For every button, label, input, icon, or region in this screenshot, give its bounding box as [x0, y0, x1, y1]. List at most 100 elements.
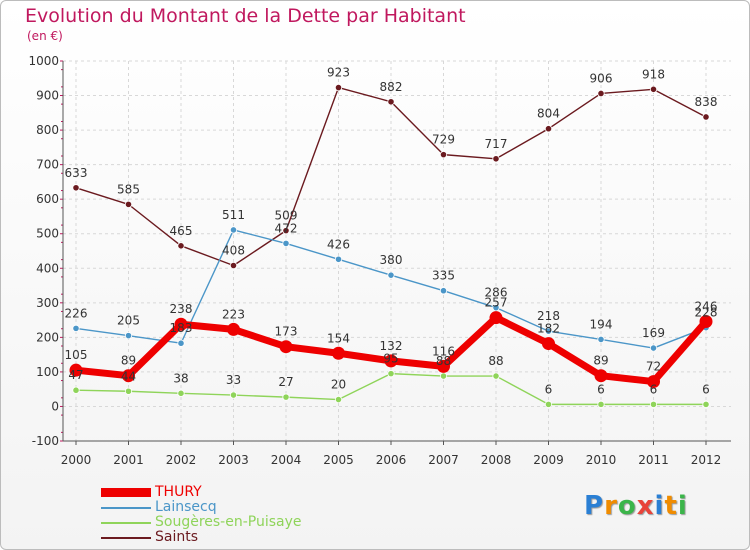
y-tick-label: 100: [36, 365, 59, 379]
legend-label: THURY: [155, 484, 202, 500]
data-label-saints: 906: [590, 71, 613, 85]
legend-label: Lainsecq: [155, 499, 217, 515]
data-label-soug-res-en-puisaye: 6: [597, 382, 605, 396]
y-tick-label: 400: [36, 261, 59, 275]
data-label-thury: 116: [432, 344, 455, 358]
data-point-thury: [647, 375, 660, 389]
data-label-saints: 509: [275, 209, 298, 223]
data-point-saints: [282, 227, 290, 235]
data-label-thury: 154: [327, 331, 350, 345]
data-label-soug-res-en-puisaye: 33: [226, 373, 241, 387]
data-label-soug-res-en-puisaye: 47: [68, 368, 83, 382]
data-point-thury: [279, 340, 293, 354]
data-label-saints: 633: [65, 166, 88, 180]
legend-swatch: [101, 522, 151, 524]
y-tick-label: 700: [36, 158, 59, 172]
data-point-soug-res-en-puisaye: [387, 370, 395, 378]
data-point-thury: [174, 317, 188, 331]
data-label-saints: 838: [695, 95, 718, 109]
data-point-thury: [122, 369, 135, 383]
data-label-saints: 804: [537, 107, 560, 121]
data-label-lainsecq: 169: [642, 326, 665, 340]
data-label-lainsecq: 194: [590, 317, 613, 331]
data-point-soug-res-en-puisaye: [492, 372, 500, 380]
x-tick-label: 2009: [533, 453, 564, 467]
data-point-thury: [542, 337, 555, 351]
data-point-soug-res-en-puisaye: [439, 372, 448, 380]
data-label-thury: 182: [537, 322, 560, 336]
y-tick-label: 300: [36, 296, 59, 310]
data-label-soug-res-en-puisaye: 95: [383, 352, 398, 366]
data-point-thury: [227, 322, 240, 336]
data-point-lainsecq: [334, 255, 343, 263]
y-tick-label: 1000: [28, 54, 59, 68]
data-label-saints: 918: [642, 67, 665, 81]
chart-title: Evolution du Montant de la Dette par Hab…: [25, 5, 466, 27]
data-point-saints: [439, 151, 448, 159]
data-point-saints: [72, 184, 80, 192]
legend-label: Sougères-en-Puisaye: [155, 514, 302, 530]
data-point-soug-res-en-puisaye: [229, 391, 238, 399]
data-point-thury: [489, 311, 503, 325]
data-point-saints: [702, 113, 710, 121]
x-tick-label: 2007: [428, 453, 459, 467]
data-point-saints: [124, 200, 133, 208]
data-label-saints: 923: [327, 66, 350, 80]
data-point-saints: [649, 85, 658, 93]
x-tick-label: 2001: [113, 453, 144, 467]
data-point-lainsecq: [124, 332, 133, 340]
data-point-soug-res-en-puisaye: [72, 386, 80, 394]
data-label-soug-res-en-puisaye: 44: [121, 369, 136, 383]
data-label-lainsecq: 335: [432, 269, 455, 283]
legend-label: Saints: [155, 529, 199, 545]
data-point-soug-res-en-puisaye: [334, 395, 343, 404]
data-point-soug-res-en-puisaye: [124, 387, 133, 395]
data-point-saints: [597, 89, 605, 98]
data-point-thury: [699, 314, 713, 328]
brand-logo: Proxiti: [584, 491, 688, 521]
x-tick-label: 2012: [691, 453, 722, 467]
data-label-saints: 882: [380, 80, 403, 94]
data-label-saints: 717: [485, 137, 508, 151]
data-point-thury: [437, 359, 450, 373]
data-point-saints: [229, 261, 238, 270]
data-point-soug-res-en-puisaye: [702, 400, 710, 408]
data-label-soug-res-en-puisaye: 27: [278, 375, 293, 389]
data-point-saints: [387, 98, 395, 106]
unit-label: (en €): [27, 29, 63, 43]
data-point-saints: [492, 155, 500, 163]
data-point-thury: [384, 354, 398, 368]
data-point-lainsecq: [387, 271, 395, 279]
data-label-lainsecq: 228: [695, 306, 718, 320]
data-point-lainsecq: [177, 339, 185, 347]
data-label-lainsecq: 286: [485, 286, 508, 300]
data-point-soug-res-en-puisaye: [544, 400, 553, 408]
data-label-soug-res-en-puisaye: 38: [173, 371, 188, 385]
data-point-soug-res-en-puisaye: [649, 400, 658, 408]
data-label-lainsecq: 183: [170, 321, 193, 335]
data-label-thury: 72: [646, 360, 661, 374]
x-tick-label: 2010: [586, 453, 617, 467]
data-label-soug-res-en-puisaye: 6: [650, 382, 658, 396]
data-label-soug-res-en-puisaye: 20: [331, 378, 346, 392]
data-label-thury: 246: [695, 299, 718, 313]
data-label-lainsecq: 380: [380, 253, 403, 267]
x-tick-label: 2006: [376, 453, 407, 467]
data-label-soug-res-en-puisaye: 6: [702, 382, 710, 396]
data-point-lainsecq: [597, 335, 605, 344]
data-point-lainsecq: [72, 324, 80, 332]
data-label-saints: 729: [432, 133, 455, 147]
data-label-saints: 465: [170, 224, 193, 238]
data-point-soug-res-en-puisaye: [177, 389, 185, 397]
data-label-soug-res-en-puisaye: 88: [436, 354, 451, 368]
axes: -100 0 100 200 300 400 500 600 700 800 900 1000 2000…: [28, 54, 731, 467]
data-point-thury: [332, 346, 345, 360]
y-tick-label: 600: [36, 192, 59, 206]
data-label-lainsecq: 472: [275, 221, 298, 235]
y-tick-label: -100: [32, 434, 59, 448]
y-tick-label: 900: [36, 89, 59, 103]
x-tick-label: 2004: [271, 453, 302, 467]
